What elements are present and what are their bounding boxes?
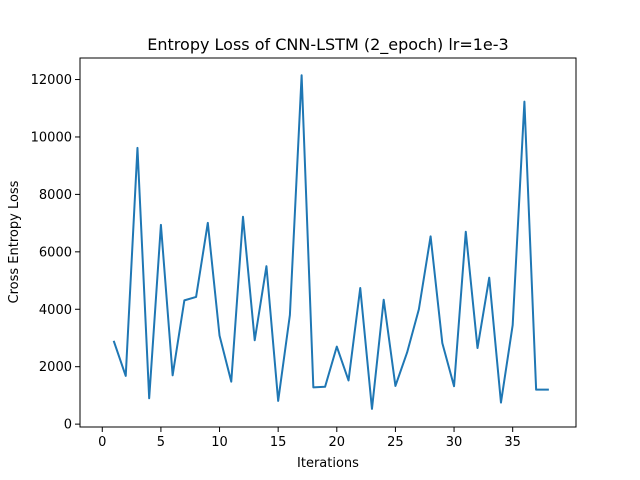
x-tick-label: 5 xyxy=(157,435,165,450)
chart-title: Entropy Loss of CNN-LSTM (2_epoch) lr=1e… xyxy=(147,35,508,55)
y-tick-label: 4000 xyxy=(39,303,72,318)
x-tick-label: 10 xyxy=(211,435,228,450)
y-tick-label: 8000 xyxy=(39,188,72,203)
x-tick-label: 35 xyxy=(504,435,521,450)
series-line xyxy=(112,74,549,410)
x-tick-label: 25 xyxy=(387,435,404,450)
plot-frame xyxy=(79,57,577,428)
y-axis-label: Cross Entropy Loss xyxy=(7,180,22,303)
x-axis-label: Iterations xyxy=(297,456,359,471)
x-tick-label: 20 xyxy=(329,435,346,450)
y-tick-label: 6000 xyxy=(39,245,72,260)
y-tick-label: 2000 xyxy=(39,360,72,375)
y-tick-label: 12000 xyxy=(31,73,72,88)
y-tick-label: 10000 xyxy=(31,130,72,145)
y-axis-ticks: 0 2000 4000 6000 8000 10000 12000 xyxy=(31,73,80,433)
y-tick-label: 0 xyxy=(64,418,72,433)
x-axis-ticks: 0 5 10 15 20 25 30 35 xyxy=(98,427,521,450)
x-tick-label: 0 xyxy=(98,435,106,450)
x-tick-label: 15 xyxy=(270,435,287,450)
x-tick-label: 30 xyxy=(446,435,463,450)
